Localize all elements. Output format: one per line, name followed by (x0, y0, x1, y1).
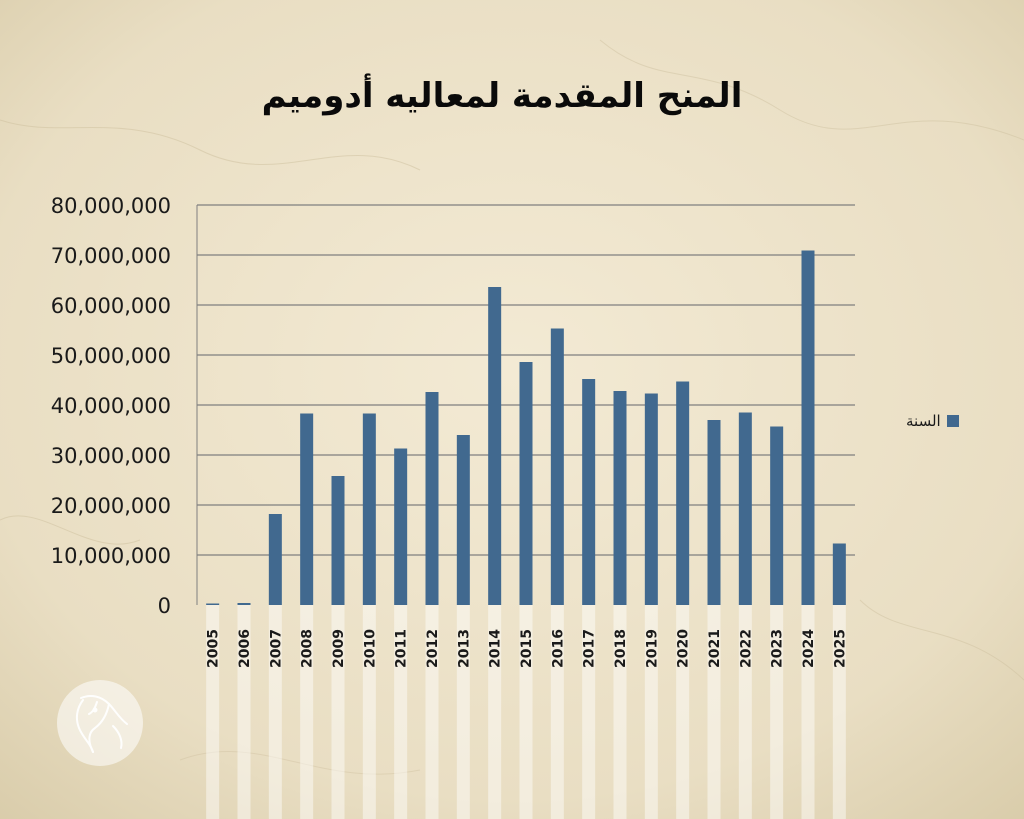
bar-reflection (519, 605, 533, 819)
bar (770, 426, 784, 605)
bar-reflection (331, 605, 345, 819)
bar (456, 435, 470, 605)
bar (707, 420, 721, 605)
y-tick-label: 10,000,000 (51, 544, 171, 568)
bar-reflection (801, 605, 815, 819)
x-tick-label: 2007 (268, 629, 284, 668)
x-tick-label: 2013 (456, 629, 472, 668)
bar (425, 392, 439, 605)
x-tick-label: 2020 (676, 629, 692, 668)
legend: السنة (906, 408, 959, 434)
x-tick-label: 2025 (832, 629, 848, 668)
x-tick-label: 2015 (519, 629, 535, 668)
y-tick-label: 0 (158, 594, 171, 618)
x-tick-label: 2016 (550, 629, 566, 668)
bar-reflection (425, 605, 439, 819)
logo (57, 680, 143, 766)
bar (331, 476, 345, 605)
bar-reflection (456, 605, 470, 819)
bar-reflection (832, 605, 846, 819)
bar (738, 412, 752, 605)
bar (268, 514, 282, 605)
bar-reflection (362, 605, 376, 819)
x-tick-label: 2008 (300, 629, 316, 668)
bar (801, 250, 815, 605)
bar-reflection (488, 605, 502, 819)
bar (519, 362, 533, 605)
bar-reflection (644, 605, 658, 819)
bar (237, 603, 251, 605)
x-tick-label: 2018 (613, 629, 629, 668)
y-tick-label: 80,000,000 (51, 194, 171, 218)
bar (832, 543, 846, 605)
bar (488, 287, 502, 605)
x-tick-label: 2024 (801, 629, 817, 668)
bar (394, 448, 408, 605)
x-tick-label: 2021 (707, 629, 723, 668)
chart-title: المنح المقدمة لمعاليه أدوميم (261, 76, 743, 116)
x-tick-label: 2011 (394, 629, 410, 668)
bar (550, 328, 564, 605)
legend-label: السنة (906, 412, 941, 430)
horse-head-icon (75, 695, 128, 753)
x-tick-label: 2009 (331, 629, 347, 668)
x-tick-label: 2022 (738, 629, 754, 668)
y-tick-label: 50,000,000 (51, 344, 171, 368)
bar (206, 603, 220, 605)
bar-reflection (268, 605, 282, 819)
bar-reflection (237, 605, 251, 819)
bar (644, 393, 658, 605)
y-tick-label: 70,000,000 (51, 244, 171, 268)
x-tick-label: 2010 (362, 629, 378, 668)
x-tick-label: 2005 (206, 629, 222, 668)
bar-reflection (707, 605, 721, 819)
x-tick-label: 2014 (488, 629, 504, 668)
x-tick-label: 2012 (425, 629, 441, 668)
bar-reflection (206, 605, 220, 819)
bar (613, 391, 627, 605)
x-tick-label: 2006 (237, 629, 253, 668)
bar-reflection (738, 605, 752, 819)
y-tick-label: 20,000,000 (51, 494, 171, 518)
y-tick-label: 60,000,000 (51, 294, 171, 318)
bar (582, 379, 596, 605)
bar-reflection (613, 605, 627, 819)
y-tick-label: 40,000,000 (51, 394, 171, 418)
bar (300, 413, 314, 605)
bar-reflection (582, 605, 596, 819)
bar-reflection (394, 605, 408, 819)
bar (676, 381, 690, 605)
bar-reflection (550, 605, 564, 819)
bar-reflection (300, 605, 314, 819)
bar-reflection (676, 605, 690, 819)
y-tick-label: 30,000,000 (51, 444, 171, 468)
bar (362, 413, 376, 605)
x-tick-label: 2017 (582, 629, 598, 668)
x-tick-label: 2023 (770, 629, 786, 668)
x-tick-label: 2019 (644, 629, 660, 668)
bar-reflection (770, 605, 784, 819)
legend-swatch (946, 415, 959, 427)
